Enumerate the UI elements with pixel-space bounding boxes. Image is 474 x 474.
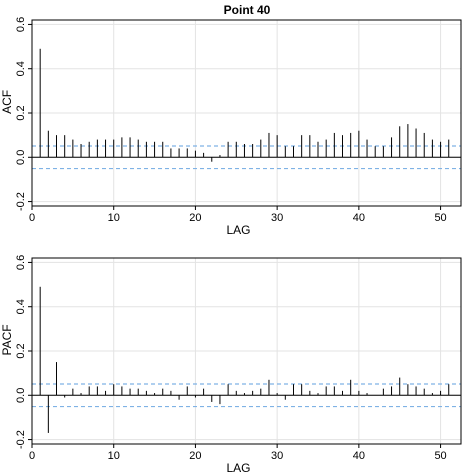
pacf-y-tick-label: -0.2 <box>15 430 27 449</box>
acf-y-tick-label: 0.6 <box>15 17 27 32</box>
pacf-x-axis-label: LAG <box>226 461 250 474</box>
acf-chart-title: Point 40 <box>224 3 271 17</box>
acf-x-tick-label: 50 <box>434 212 446 224</box>
acf-x-tick-label: 20 <box>189 212 201 224</box>
acf-x-tick-label: 10 <box>108 212 120 224</box>
pacf-x-tick-label: 0 <box>29 450 35 462</box>
acf-y-tick-label: 0.4 <box>15 61 27 76</box>
pacf-y-axis-label: PACF <box>0 324 14 355</box>
pacf-panel: 0 10 20 30 40 50 -0.2 0.0 0.2 0.4 0.6 LAG PACF <box>0 255 462 474</box>
pacf-x-tick-label: 10 <box>108 450 120 462</box>
pacf-y-tick-label: 0.6 <box>15 255 27 270</box>
acf-y-tick-label: 0.0 <box>15 150 27 165</box>
pacf-y-tick-label: 0.4 <box>15 299 27 314</box>
acf-x-tick-label: 30 <box>271 212 283 224</box>
pacf-x-tick-label: 20 <box>189 450 201 462</box>
pacf-y-tick-label: 0.0 <box>15 388 27 403</box>
acf-x-tick-label: 40 <box>353 212 365 224</box>
acf-panel: 0 10 20 30 40 50 -0.2 0.0 0.2 0.4 0.6 LAG ACF <box>0 17 462 237</box>
pacf-x-tick-label: 40 <box>353 450 365 462</box>
acf-y-axis-label: ACF <box>0 90 14 114</box>
acf-y-tick-label: -0.2 <box>15 192 27 211</box>
pacf-y-tick-label: 0.2 <box>15 343 27 358</box>
acf-x-tick-label: 0 <box>29 212 35 224</box>
pacf-x-tick-label: 30 <box>271 450 283 462</box>
acf-x-axis-label: LAG <box>226 223 250 237</box>
acf-y-tick-label: 0.2 <box>15 105 27 120</box>
pacf-x-tick-label: 50 <box>434 450 446 462</box>
